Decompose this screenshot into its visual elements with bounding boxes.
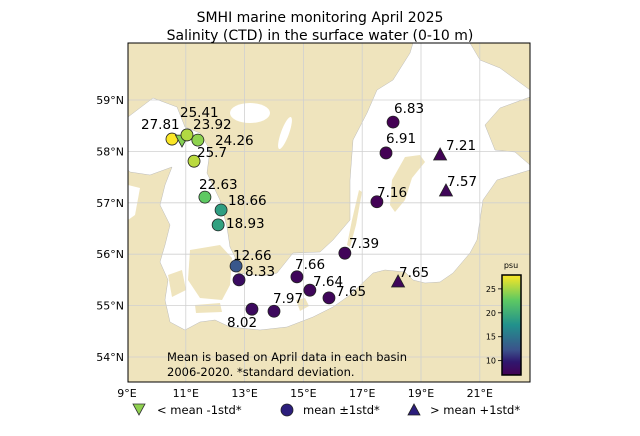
- x-tick-label: 13°E: [231, 387, 257, 400]
- x-tick-label: 19°E: [408, 387, 434, 400]
- station-value-label: 18.66: [228, 193, 267, 209]
- station-marker-circle: [322, 291, 336, 305]
- station-value-label: 27.81: [141, 117, 180, 133]
- colorbar-tick-label: 10: [486, 357, 496, 366]
- station-marker-circle: [370, 195, 384, 209]
- station-value-label: 23.92: [193, 117, 232, 133]
- station-value-label: 22.63: [199, 177, 238, 193]
- gotland-island: [390, 155, 425, 212]
- station-marker-circle: [245, 302, 259, 316]
- title-line-2: Salinity (CTD) in the surface water (0-1…: [167, 28, 474, 44]
- station-marker-circle: [386, 115, 400, 129]
- title-line-1: SMHI marine monitoring April 2025: [197, 10, 444, 26]
- estonia-islands: [490, 120, 520, 150]
- y-tick-label: 58°N: [96, 145, 124, 158]
- graticule: [128, 43, 530, 382]
- station-marker-circle: [229, 259, 243, 273]
- legend: < mean -1std* mean ±1std* > mean +1std*: [132, 403, 520, 417]
- y-tick-label: 54°N: [96, 351, 124, 364]
- station-value-label: 7.65: [399, 265, 429, 281]
- zealand-island: [188, 245, 232, 300]
- legend-label-below: < mean -1std*: [157, 403, 242, 417]
- station-value-label: 7.66: [295, 257, 325, 273]
- station-value-label: 6.91: [386, 131, 416, 147]
- station-value-label: 25.41: [180, 105, 219, 121]
- station-value-label: 8.33: [245, 264, 275, 280]
- station-marker-circle: [290, 270, 304, 284]
- map-frame: [127, 42, 531, 383]
- station-value-label: 7.21: [446, 138, 476, 154]
- station-value-label: 18.93: [226, 216, 265, 232]
- station-marker-circle: [198, 190, 212, 204]
- lake-vanern: [230, 103, 270, 123]
- station-marker-circle: [338, 246, 352, 260]
- y-tick-label: 55°N: [96, 300, 124, 313]
- x-tick-label: 17°E: [349, 387, 375, 400]
- bornholm-island: [296, 298, 309, 311]
- y-tick-label: 59°N: [96, 94, 124, 107]
- axis-ticks: 9°E 11°E 13°E 15°E 17°E 19°E 21°E 54°N 55°N 56°N 5…: [96, 94, 493, 400]
- legend-triangle-up-icon: [407, 403, 421, 416]
- station-value-label: 24.26: [215, 133, 254, 149]
- station-value-label: 7.39: [349, 236, 379, 252]
- station-marker-circle: [214, 203, 228, 217]
- legend-triangle-down-icon: [132, 403, 146, 416]
- station-value-label: 12.66: [233, 248, 272, 264]
- station-marker-circle: [187, 154, 201, 168]
- station-marker-circle: [191, 133, 205, 147]
- oland-island: [347, 190, 362, 247]
- station-value-label: 6.83: [394, 101, 424, 117]
- station-marker-circle: [267, 304, 281, 318]
- station-value-label: 7.97: [273, 291, 303, 307]
- station-marker-circle: [232, 273, 246, 287]
- station-value-label: 25.7: [197, 145, 227, 161]
- funen-island: [168, 270, 186, 297]
- station-value-label: 7.16: [377, 185, 407, 201]
- station-value-label: 7.64: [313, 274, 343, 290]
- x-tick-label: 11°E: [173, 387, 199, 400]
- y-tick-label: 56°N: [96, 248, 124, 261]
- legend-label-mean: mean ±1std*: [303, 403, 380, 417]
- x-tick-label: 9°E: [117, 387, 136, 400]
- x-tick-label: 21°E: [467, 387, 493, 400]
- legend-circle-icon: [280, 403, 294, 417]
- station-marker-circle: [303, 283, 317, 297]
- lake-vattern: [278, 116, 292, 150]
- station-marker-triangle-up: [438, 183, 454, 197]
- colorbar-tick-label: 20: [486, 309, 496, 318]
- station-value-label: 8.02: [227, 315, 257, 331]
- colorbar-tick-label: 15: [486, 333, 496, 342]
- station-value-label: 7.65: [336, 284, 366, 300]
- annotation-line-1: Mean is based on April data in each basi…: [167, 350, 407, 364]
- colorbar-gradient: [501, 274, 522, 376]
- station-marker-triangle-up: [432, 147, 448, 161]
- colorbar-tick-label: 25: [486, 285, 496, 294]
- station-marker-triangle-up: [390, 274, 406, 288]
- colorbar: psu 10 15 20 25: [486, 261, 522, 376]
- y-tick-label: 57°N: [96, 197, 124, 210]
- station-marker-circle: [211, 218, 225, 232]
- x-tick-label: 15°E: [290, 387, 316, 400]
- annotation-line-2: 2006-2020. *standard deviation.: [167, 365, 355, 379]
- station-marker-circle: [379, 146, 393, 160]
- colorbar-label: psu: [504, 261, 518, 270]
- station-value-label: 7.57: [447, 174, 477, 190]
- legend-label-above: > mean +1std*: [430, 403, 520, 417]
- station-marker-circle: [180, 128, 194, 142]
